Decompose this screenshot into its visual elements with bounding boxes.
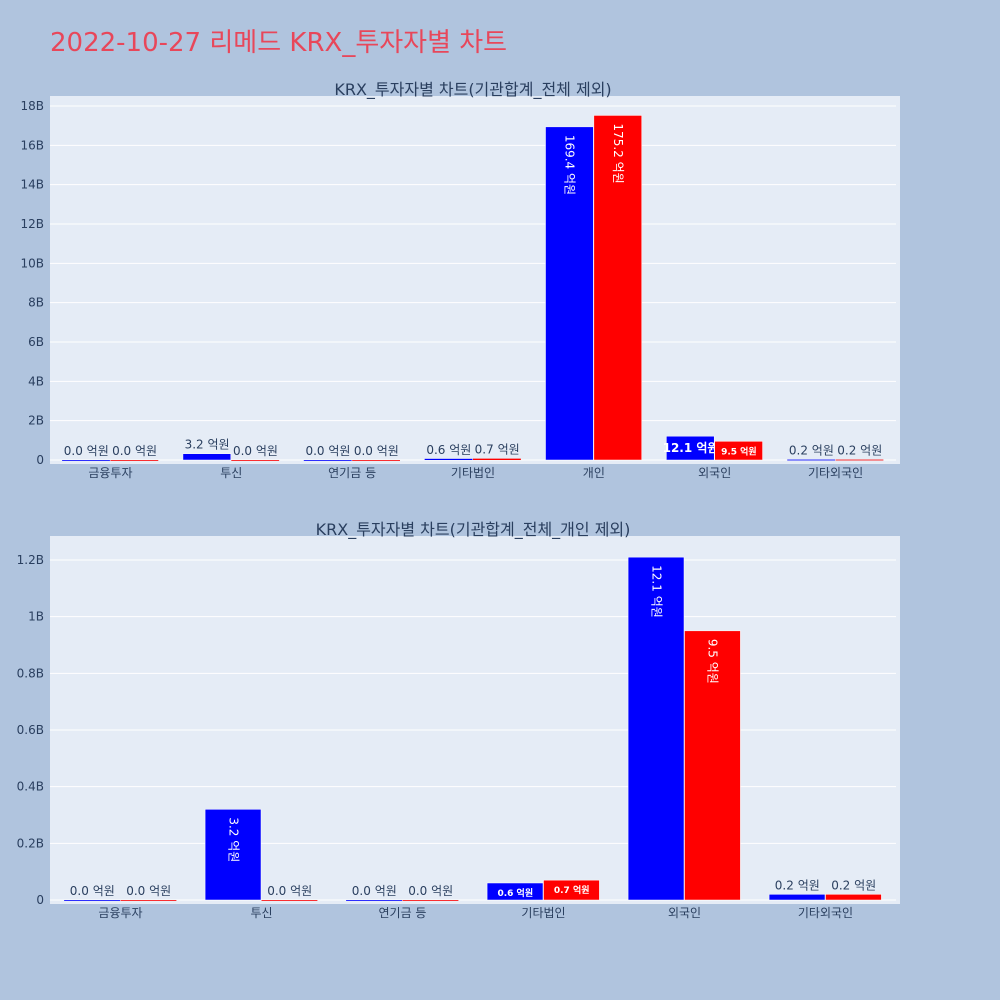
y-tick-label: 0.4B bbox=[17, 780, 44, 794]
bar-series-2 bbox=[231, 460, 280, 461]
y-tick-label: 0 bbox=[36, 453, 44, 467]
y-tick-label: 10B bbox=[20, 256, 44, 270]
x-tick-label: 금융투자 bbox=[98, 906, 142, 920]
x-tick-label: 금융투자 bbox=[88, 466, 132, 480]
data-label: 0.0 억원 bbox=[126, 884, 171, 898]
bar-series-2 bbox=[593, 115, 642, 461]
y-tick-label: 1B bbox=[28, 610, 44, 624]
data-label: 0.7 억원 bbox=[475, 443, 520, 457]
data-label: 0.7 억원 bbox=[554, 884, 590, 896]
bar-series-2 bbox=[684, 630, 741, 901]
bar-series-2 bbox=[110, 460, 159, 461]
data-label: 0.0 억원 bbox=[64, 444, 109, 458]
x-tick-label: 연기금 등 bbox=[328, 466, 376, 480]
data-label: 0.0 억원 bbox=[354, 444, 399, 458]
plot-area-2 bbox=[50, 536, 900, 904]
data-label: 0.0 억원 bbox=[408, 884, 453, 898]
data-label: 175.2 억원 bbox=[611, 123, 625, 183]
y-tick-label: 18B bbox=[20, 99, 44, 113]
y-tick-label: 4B bbox=[28, 374, 44, 388]
bar-series-2 bbox=[120, 900, 177, 901]
bar-series-1 bbox=[666, 435, 715, 461]
y-tick-label: 8B bbox=[28, 296, 44, 310]
data-label: 0.0 억원 bbox=[233, 444, 278, 458]
x-tick-label: 연기금 등 bbox=[379, 906, 427, 920]
x-tick-label: 외국인 bbox=[698, 466, 731, 480]
bar-series-2 bbox=[835, 459, 884, 461]
bar-series-2 bbox=[402, 900, 459, 901]
y-tick-label: 0 bbox=[36, 893, 44, 907]
bar-series-1 bbox=[486, 882, 544, 901]
y-tick-label: 0.6B bbox=[17, 723, 44, 737]
x-tick-label: 외국인 bbox=[668, 906, 701, 920]
bar-series-1 bbox=[62, 460, 110, 461]
data-label: 0.2 억원 bbox=[789, 444, 834, 458]
data-label: 0.0 억원 bbox=[267, 884, 312, 898]
bar-series-2 bbox=[543, 879, 600, 901]
plot-area-1 bbox=[50, 96, 900, 464]
data-label: 0.0 억원 bbox=[70, 884, 115, 898]
chart-title: KRX_투자자별 차트(기관합계_전체_개인 제외) bbox=[316, 520, 631, 540]
bar-series-1 bbox=[182, 453, 232, 461]
data-label: 9.5 억원 bbox=[721, 445, 757, 457]
y-tick-label: 1.2B bbox=[17, 553, 44, 567]
x-tick-label: 개인 bbox=[583, 466, 605, 480]
data-label: 0.0 억원 bbox=[352, 884, 397, 898]
data-label: 0.2 억원 bbox=[831, 878, 876, 892]
bar-series-1 bbox=[627, 556, 685, 901]
bar-series-1 bbox=[346, 900, 402, 901]
y-tick-label: 6B bbox=[28, 335, 44, 349]
data-label: 12.1 억원 bbox=[649, 565, 663, 618]
bar-series-1 bbox=[303, 460, 352, 461]
y-tick-label: 0.2B bbox=[17, 836, 44, 850]
bar-series-1 bbox=[424, 458, 473, 460]
y-tick-label: 16B bbox=[20, 138, 44, 152]
x-tick-label: 투신 bbox=[220, 466, 242, 480]
x-tick-label: 기타외국인 bbox=[808, 466, 863, 480]
y-tick-label: 12B bbox=[20, 217, 44, 231]
bar-series-1 bbox=[204, 809, 262, 901]
data-label: 0.2 억원 bbox=[775, 878, 820, 892]
x-tick-label: 기타법인 bbox=[451, 466, 495, 480]
bar-series-1 bbox=[787, 459, 836, 461]
bar-series-2 bbox=[352, 460, 400, 461]
bar-series-2 bbox=[714, 441, 763, 461]
data-label: 0.0 억원 bbox=[305, 444, 350, 458]
x-tick-label: 기타외국인 bbox=[798, 906, 853, 920]
data-label: 0.6 억원 bbox=[426, 443, 471, 457]
data-label: 0.6 억원 bbox=[497, 887, 533, 899]
data-label: 3.2 억원 bbox=[185, 438, 230, 452]
bar-series-1 bbox=[545, 126, 594, 461]
data-label: 9.5 억원 bbox=[706, 639, 720, 684]
bar-series-1 bbox=[64, 900, 120, 901]
bar-series-1 bbox=[768, 894, 826, 901]
data-label: 169.4 억원 bbox=[563, 135, 577, 195]
y-tick-label: 14B bbox=[20, 178, 44, 192]
x-tick-label: 투신 bbox=[250, 906, 272, 920]
data-label: 12.1 억원 bbox=[663, 441, 719, 455]
y-tick-label: 2B bbox=[28, 414, 44, 428]
bar-series-2 bbox=[261, 900, 318, 901]
bar-series-2 bbox=[473, 458, 521, 460]
data-label: 3.2 억원 bbox=[226, 817, 240, 862]
bar-series-2 bbox=[825, 894, 882, 901]
x-tick-label: 기타법인 bbox=[521, 906, 565, 920]
data-label: 0.2 억원 bbox=[837, 444, 882, 458]
data-label: 0.0 억원 bbox=[112, 444, 157, 458]
page-title: 2022-10-27 리메드 KRX_투자자별 차트 bbox=[50, 28, 508, 58]
chart-title: KRX_투자자별 차트(기관합계_전체 제외) bbox=[334, 80, 611, 100]
y-tick-label: 0.8B bbox=[17, 666, 44, 680]
